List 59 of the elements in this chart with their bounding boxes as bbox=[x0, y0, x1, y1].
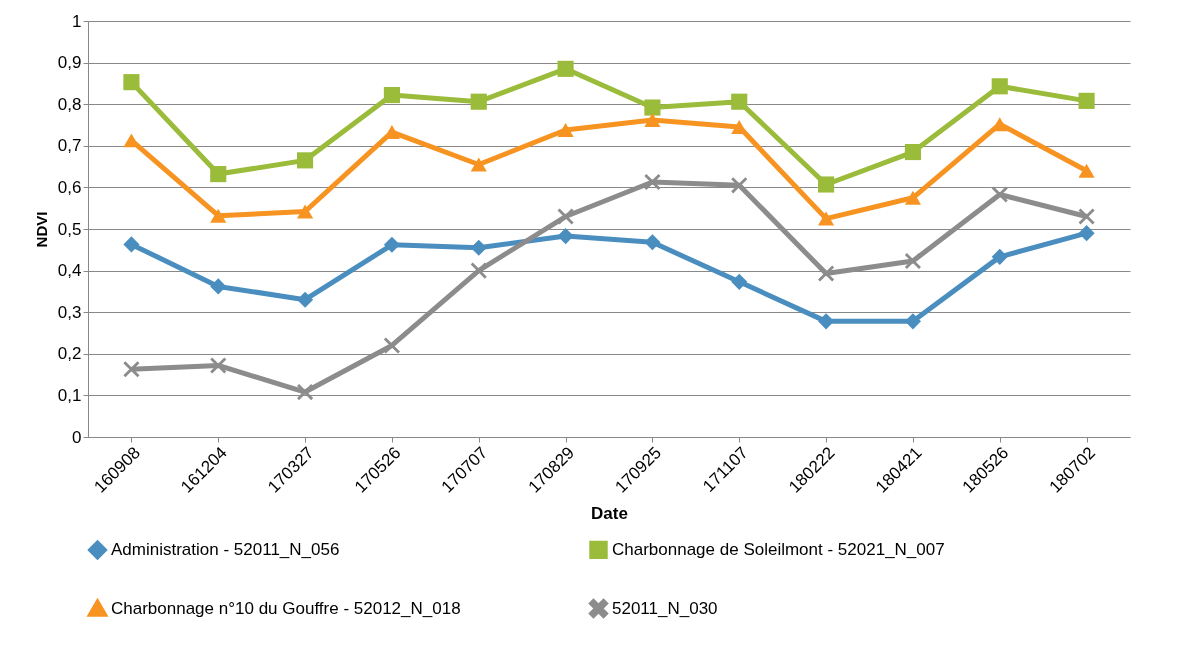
legend-label: 52011_N_030 bbox=[612, 598, 718, 618]
y-tick-label: 0,4 bbox=[57, 261, 82, 281]
legend-label: Administration - 52011_N_056 bbox=[111, 539, 340, 559]
point bbox=[1078, 225, 1095, 242]
y-tick-label: 0,2 bbox=[57, 344, 82, 364]
y-tick-label: 0,6 bbox=[57, 177, 82, 197]
point bbox=[818, 265, 835, 282]
point bbox=[731, 273, 748, 290]
point bbox=[383, 337, 400, 354]
point bbox=[1078, 208, 1095, 225]
legend-label: Charbonnage de Soleilmont - 52021_N_007 bbox=[612, 539, 945, 559]
point bbox=[731, 93, 748, 110]
point bbox=[644, 99, 661, 116]
y-axis-title: NDVI bbox=[32, 211, 50, 248]
point bbox=[904, 252, 921, 270]
point bbox=[210, 208, 227, 223]
y-tick-label: 0,3 bbox=[57, 302, 82, 322]
point bbox=[123, 74, 140, 91]
y-tick-label: 1 bbox=[72, 11, 82, 31]
point bbox=[383, 86, 400, 104]
point bbox=[470, 262, 487, 279]
point bbox=[470, 93, 487, 110]
point bbox=[383, 236, 400, 253]
point bbox=[123, 361, 140, 378]
point bbox=[644, 234, 661, 251]
legend-label: Charbonnage n°10 du Gouffre - 52012_N_018 bbox=[111, 598, 461, 618]
point bbox=[297, 291, 314, 308]
point bbox=[904, 143, 921, 161]
point bbox=[1078, 163, 1095, 178]
point bbox=[644, 173, 661, 191]
point bbox=[210, 278, 227, 295]
point bbox=[210, 166, 227, 183]
point bbox=[818, 211, 835, 226]
point bbox=[210, 357, 227, 374]
point bbox=[991, 78, 1008, 95]
point bbox=[123, 236, 140, 253]
y-tick-label: 0,9 bbox=[57, 53, 82, 73]
y-tick-label: 0 bbox=[72, 427, 82, 447]
point bbox=[1078, 92, 1095, 109]
point bbox=[818, 176, 835, 193]
point bbox=[904, 190, 921, 205]
x-axis-title: Date bbox=[591, 503, 628, 523]
point bbox=[557, 208, 574, 225]
point bbox=[470, 157, 487, 172]
point bbox=[297, 384, 314, 401]
point bbox=[991, 186, 1008, 203]
y-tick-label: 0,7 bbox=[57, 136, 82, 156]
point bbox=[731, 177, 748, 194]
point bbox=[557, 123, 574, 137]
y-tick-label: 0,1 bbox=[57, 385, 82, 405]
point bbox=[297, 204, 314, 219]
point bbox=[297, 152, 314, 169]
y-tick-label: 0,8 bbox=[57, 94, 82, 114]
point bbox=[557, 228, 574, 245]
point bbox=[644, 113, 661, 127]
y-tick-label: 0,5 bbox=[57, 219, 82, 239]
point bbox=[557, 60, 574, 77]
point bbox=[991, 248, 1008, 265]
point bbox=[731, 120, 748, 135]
